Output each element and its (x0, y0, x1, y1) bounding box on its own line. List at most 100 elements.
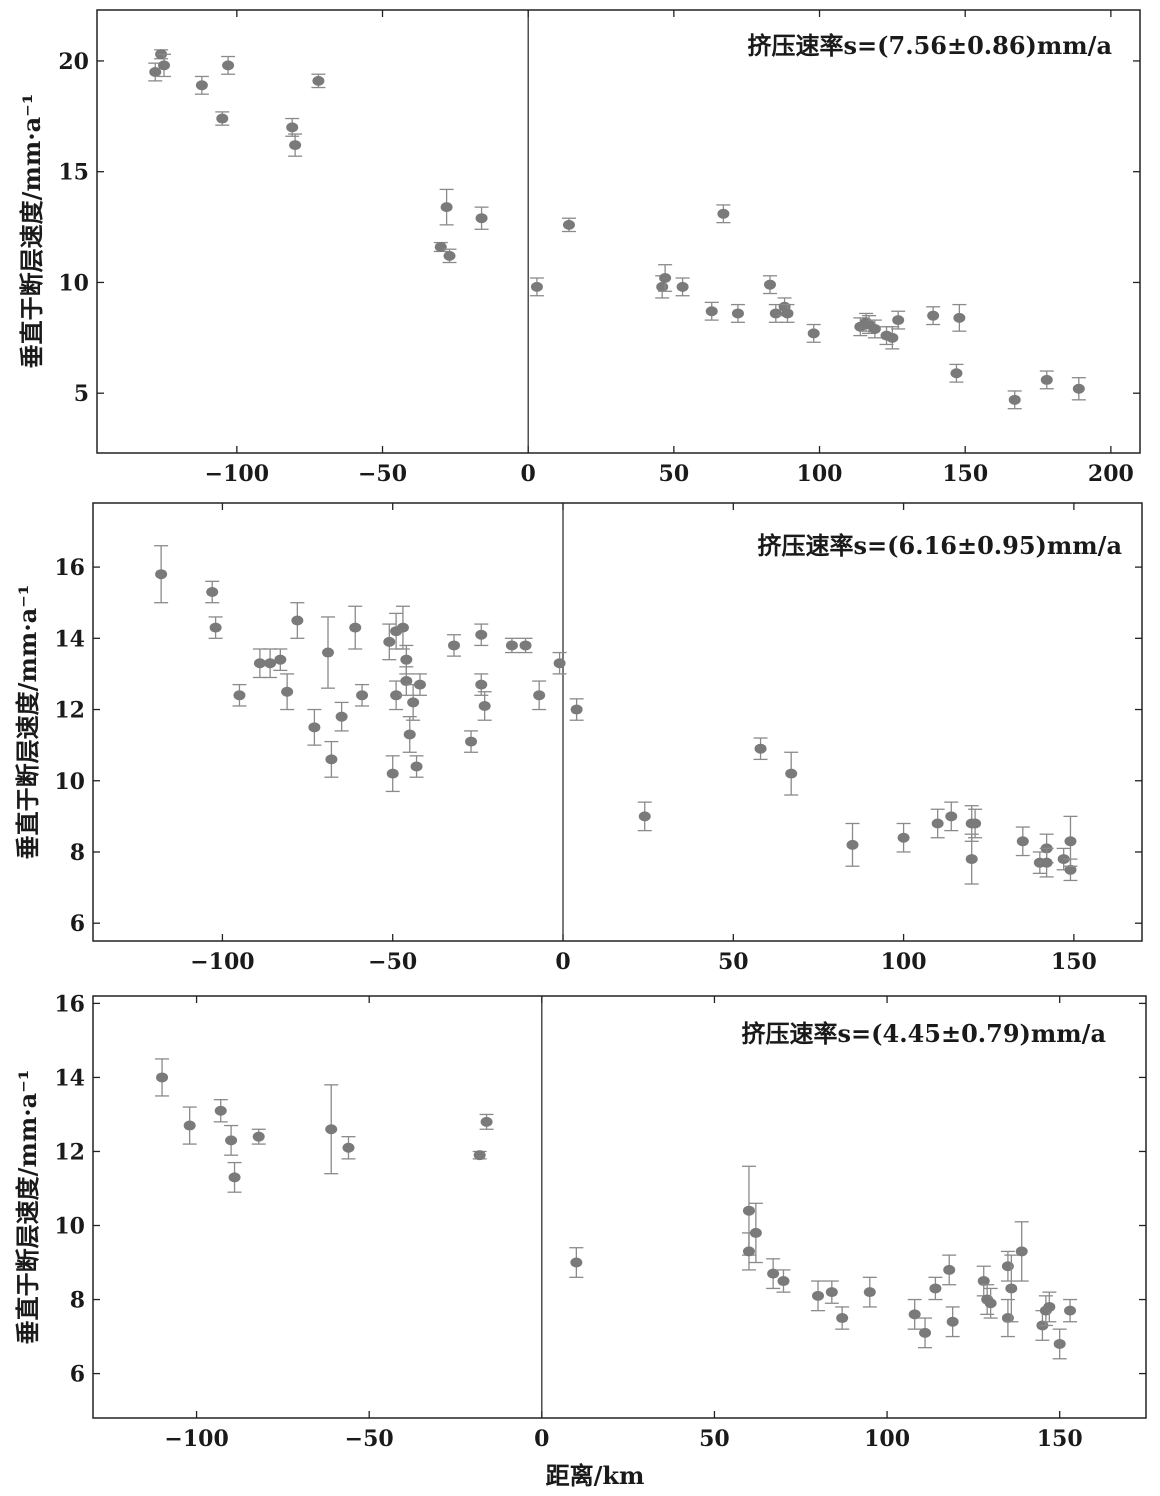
point-marker (943, 1264, 956, 1275)
x-tick-label: 0 (521, 461, 536, 487)
point-marker (562, 219, 575, 230)
y-tick-label: 10 (54, 769, 85, 795)
data-point (285, 117, 300, 137)
point-marker (308, 722, 321, 733)
panel-bottom: −100 −50 0 50 100 150 6 8 10 12 14 16 挤压速率s=(4.45±0… (13, 991, 1147, 1452)
data-point (862, 1276, 877, 1308)
point-marker (475, 629, 488, 640)
data-point (569, 698, 584, 721)
data-point (561, 217, 576, 233)
data-point (324, 740, 339, 778)
point-marker (676, 281, 689, 292)
data-point (811, 1280, 826, 1312)
data-point (251, 1128, 266, 1145)
data-point (766, 1258, 781, 1290)
data-point (409, 755, 424, 778)
point-marker (1072, 383, 1085, 394)
rate-annotation: 挤压速率s=(4.45±0.79)mm/a (742, 1019, 1106, 1048)
y-tick-label: 5 (74, 381, 89, 407)
point-marker (214, 1105, 227, 1116)
point-marker (519, 640, 532, 651)
data-point (439, 188, 454, 226)
point-marker (777, 1276, 790, 1287)
y-tick-label: 14 (54, 626, 85, 652)
x-tick-label: −100 (190, 949, 254, 975)
data-point (675, 277, 690, 297)
data-point (918, 1317, 933, 1349)
data-point (215, 111, 230, 126)
point-marker (931, 818, 944, 829)
data-point (949, 363, 964, 383)
data-point (321, 616, 336, 689)
point-marker (286, 122, 299, 133)
data-point (945, 1306, 960, 1338)
point-marker (570, 704, 583, 715)
point-marker (1015, 1246, 1028, 1257)
point-marker (1043, 1301, 1056, 1312)
point-marker (984, 1298, 997, 1309)
data-point (1015, 826, 1030, 857)
point-marker (156, 1072, 169, 1083)
point-marker (638, 811, 651, 822)
point-marker (965, 854, 978, 865)
point-marker (717, 208, 730, 219)
point-marker (281, 686, 294, 697)
x-tick-label: −100 (205, 461, 269, 487)
data-point (324, 1084, 339, 1175)
point-marker (342, 1142, 355, 1153)
data-point (479, 1113, 494, 1130)
data-point (930, 808, 945, 839)
rate-annotation: 挤压速率s=(6.16±0.95)mm/a (758, 531, 1122, 560)
point-marker (659, 273, 672, 284)
y-tick-label: 15 (58, 160, 89, 186)
data-point (845, 822, 860, 867)
point-marker (1064, 836, 1077, 847)
point-marker (209, 622, 222, 633)
y-tick-label: 8 (70, 1288, 85, 1314)
data-point (224, 1124, 239, 1156)
point-marker (264, 658, 277, 669)
data-point (406, 683, 421, 721)
point-marker (892, 315, 905, 326)
point-marker (570, 1257, 583, 1268)
point-marker (1001, 1261, 1014, 1272)
data-point (213, 1098, 228, 1123)
point-marker (356, 690, 369, 701)
x-tick-label: 150 (942, 461, 988, 487)
data-point (748, 1202, 763, 1264)
data-point (891, 310, 906, 330)
point-marker (763, 279, 776, 290)
point-marker (322, 647, 335, 658)
data-point (280, 673, 295, 711)
x-tick-label: 150 (1037, 1426, 1083, 1452)
data-point (472, 1150, 487, 1161)
y-axis-label: 垂直于断层速度/mm·a⁻¹ (17, 94, 46, 369)
point-marker (228, 1172, 241, 1183)
point-marker (335, 711, 348, 722)
point-marker (553, 658, 566, 669)
x-tick-label: −50 (345, 1426, 394, 1452)
point-marker (225, 1135, 238, 1146)
point-marker (969, 818, 982, 829)
data-point (154, 545, 169, 604)
point-marker (1064, 1305, 1077, 1316)
data-point (205, 580, 220, 604)
x-tick-label: 50 (659, 461, 690, 487)
point-marker (206, 587, 219, 598)
data-point (412, 673, 427, 696)
point-marker (825, 1287, 838, 1298)
point-marker (767, 1268, 780, 1279)
point-marker (325, 1124, 338, 1135)
data-point (518, 637, 533, 654)
data-point (1039, 370, 1054, 390)
point-marker (505, 640, 518, 651)
y-tick-label: 16 (54, 555, 85, 581)
data-point (402, 716, 417, 753)
data-point (290, 602, 305, 639)
axis-ticks: −100 −50 0 50 100 150 200 5 10 15 20 (58, 10, 1140, 487)
data-point (976, 1265, 991, 1297)
data-point (532, 680, 547, 711)
point-marker (396, 622, 409, 633)
point-marker (253, 658, 266, 669)
